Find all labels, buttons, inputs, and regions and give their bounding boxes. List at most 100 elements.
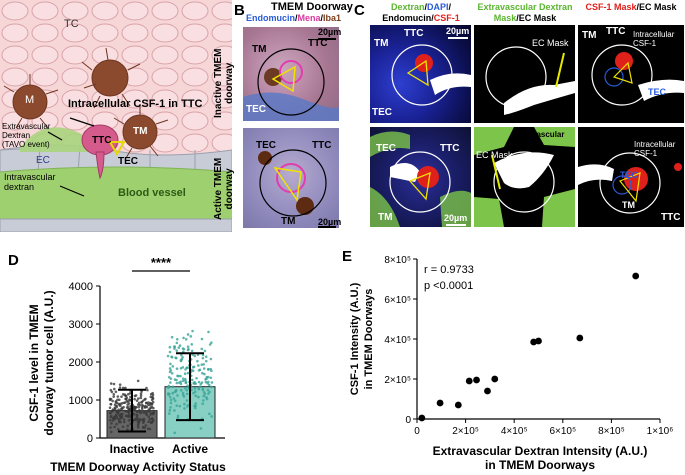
d-point — [117, 408, 120, 411]
d-y-axis-title: CSF-1 level in TMEMdoorway tumor cell (A… — [27, 290, 56, 435]
c-col1-header: Dextran/DAPI/ Endomucin/CSF-1 — [382, 2, 460, 23]
e-y-axis-title-group: CSF-1 Intensity (A.U.) in TMEM Doorways — [349, 282, 375, 395]
d-point — [108, 406, 112, 410]
c-r1-ttc: TTC — [404, 28, 424, 39]
e-y-axis-title: CSF-1 Intensity (A.U.) in TMEM Doorways — [349, 282, 375, 395]
d-point — [207, 330, 210, 334]
e-y-tick-label: 4×10⁵ — [384, 335, 411, 346]
d-point — [184, 337, 188, 341]
d-point — [202, 399, 205, 402]
d-point — [140, 407, 144, 411]
d-point — [144, 404, 147, 408]
panel-c-letter: C — [354, 2, 365, 19]
e-x-tick-label: 4×10⁵ — [501, 426, 528, 437]
c-r1-merge-image — [370, 25, 471, 123]
d-point — [121, 386, 125, 390]
panel-b-row1-label: Inactive TMEM doorway — [213, 48, 235, 118]
d-point — [145, 413, 149, 417]
d-point — [210, 385, 213, 389]
panel-b-row2-label: Active TMEM doorway — [213, 157, 235, 220]
c-r2-csf1-mask-image — [578, 127, 684, 227]
e-point — [454, 401, 462, 409]
d-point — [209, 367, 212, 371]
d-point — [190, 349, 194, 353]
e-point — [576, 334, 584, 342]
d-point — [119, 407, 123, 411]
e-x-axis-title: Extravascular Dextran Intensity (A.U.) in… — [433, 444, 648, 472]
d-point — [145, 401, 148, 405]
b1-scale-label: 20µm — [318, 27, 342, 37]
e-x-tick-label: 8×10⁵ — [598, 426, 625, 437]
d-point — [124, 414, 128, 418]
d-point — [149, 406, 153, 410]
d-point — [146, 388, 149, 392]
d-point — [207, 392, 210, 395]
d-point — [203, 349, 207, 353]
d-point — [121, 425, 125, 429]
d-point — [168, 409, 172, 412]
d-point — [109, 415, 113, 419]
d-point — [182, 336, 185, 340]
d-point — [169, 362, 172, 366]
d-point — [179, 366, 183, 370]
d-significance-label: **** — [151, 255, 172, 270]
panel-a-illustration — [0, 0, 232, 232]
d-point — [197, 395, 200, 399]
panel-e-chart: 0 2×10⁵ 4×10⁵ 6×10⁵ 8×10⁵ 0 2×10⁵ 4×10⁵ 6×10⁵ 8×1… — [349, 255, 673, 472]
d-y-tick-label: 3000 — [69, 319, 93, 331]
d-point — [170, 355, 173, 359]
d-point — [121, 412, 124, 416]
d-point — [128, 392, 132, 395]
d-point — [113, 417, 117, 421]
d-point — [197, 387, 201, 391]
d-point — [126, 424, 130, 428]
c-r2-ttc: TTC — [440, 143, 460, 154]
d-point — [197, 380, 201, 384]
d-point — [124, 394, 128, 398]
d-point — [121, 393, 125, 396]
panel-b-stain-legend: Endomucin/Mena/Iba1 — [246, 13, 342, 23]
d-point — [113, 425, 116, 429]
c-r2-merge-image — [370, 127, 471, 227]
d-point — [109, 426, 112, 429]
d-point — [186, 384, 189, 387]
c-r1c3-ttc: TTC — [606, 26, 626, 37]
d-point — [113, 408, 117, 411]
d-point — [111, 399, 114, 403]
e-point — [491, 375, 499, 383]
d-point — [177, 374, 180, 378]
e-y-tick-label: 2×10⁵ — [384, 375, 411, 386]
b2-ttc: TTC — [312, 140, 332, 151]
d-point — [135, 416, 139, 420]
c-r2-tm: TM — [378, 212, 393, 223]
d-point — [125, 410, 128, 413]
d-point — [117, 398, 121, 402]
d-point — [134, 418, 137, 421]
d-point — [124, 397, 127, 401]
d-point — [111, 419, 115, 422]
e-x-tick-label: 6×10⁵ — [549, 426, 576, 437]
d-point — [123, 401, 127, 404]
d-point — [141, 404, 145, 408]
d-point — [181, 356, 184, 359]
d-point — [175, 367, 179, 371]
panel-b-letter: B — [234, 2, 245, 19]
d-point — [120, 415, 124, 418]
d-point — [181, 393, 185, 397]
d-point — [176, 416, 180, 420]
e-y-tick-label: 8×10⁵ — [384, 255, 411, 266]
panel-b-image-inactive — [243, 27, 339, 121]
d-y-tick-label: 0 — [87, 433, 93, 445]
d-point — [204, 359, 208, 363]
d-point — [199, 382, 203, 386]
d-point — [147, 420, 151, 424]
d-point — [206, 368, 210, 371]
c-r1c3-tec: TEC — [648, 87, 666, 97]
d-point — [193, 387, 197, 390]
d-point — [170, 371, 174, 375]
d-point — [150, 398, 154, 402]
d-point — [140, 390, 143, 393]
d-point — [191, 329, 194, 333]
d-point — [117, 410, 120, 414]
d-point — [174, 388, 178, 392]
